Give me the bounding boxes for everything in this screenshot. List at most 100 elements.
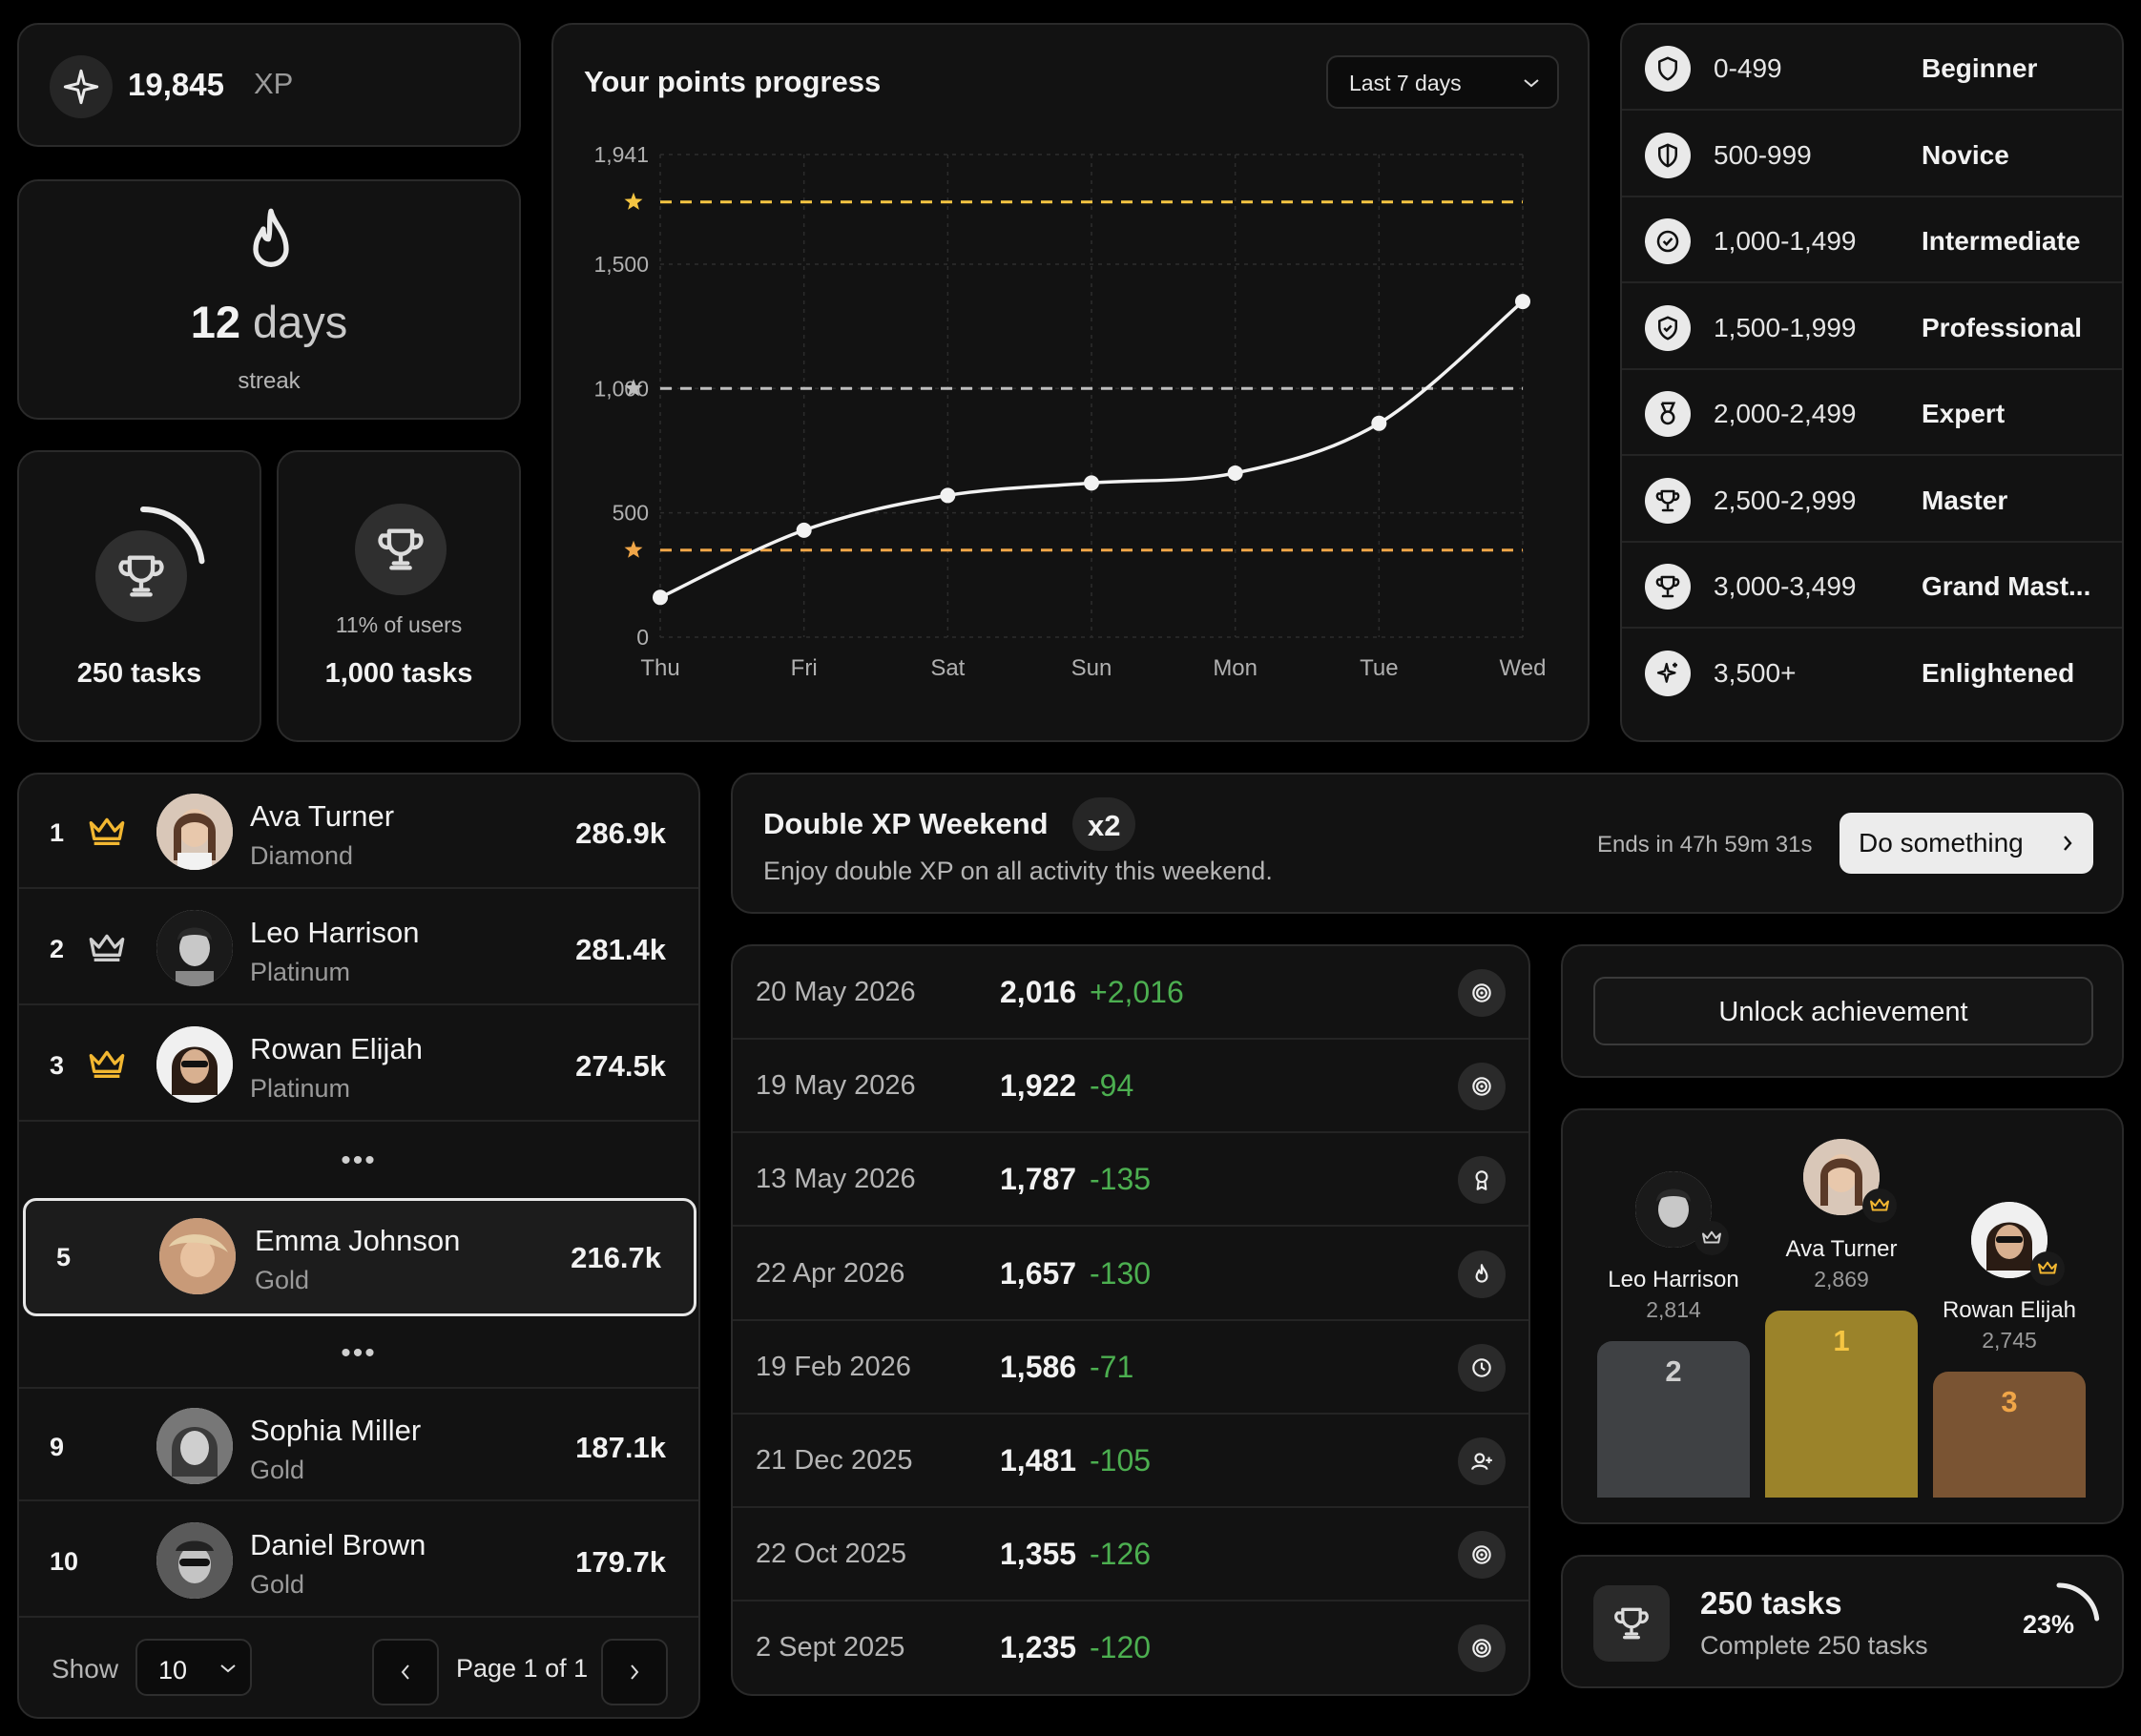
level-range: 1,500-1,999 — [1714, 312, 1857, 342]
history-row[interactable]: 22 Oct 2025 1,355 -126 — [733, 1508, 1528, 1602]
leaderboard: 1 Ava Turner Diamond 286.9k 2 Leo Harris… — [17, 773, 700, 1719]
leaderboard-row[interactable]: 3 Rowan Elijah Platinum 274.5k — [19, 1007, 698, 1122]
level-name: Intermediate — [1922, 226, 2081, 256]
level-row: 3,500+ Enlightened — [1622, 630, 2122, 715]
button-label: Do something — [1859, 828, 2024, 858]
user-score: 179.7k — [575, 1545, 666, 1579]
trophy-icon — [1645, 477, 1691, 524]
history-value: 1,657 — [1000, 1255, 1077, 1291]
history-row[interactable]: 21 Dec 2025 1,481 -105 — [733, 1415, 1528, 1508]
x-tick-label: Tue — [1360, 655, 1398, 681]
page-indicator: Page 1 of 1 — [456, 1654, 589, 1683]
rank: 3 — [50, 1051, 65, 1080]
history-delta: -105 — [1090, 1443, 1152, 1478]
history-row[interactable]: 20 May 2026 2,016 +2,016 — [733, 946, 1528, 1040]
chevron-right-icon — [2064, 836, 2072, 851]
history-value: 1,787 — [1000, 1162, 1077, 1197]
user-tier: Gold — [255, 1266, 310, 1294]
podium-third-score: 2,745 — [1982, 1328, 2037, 1353]
chart-title: Your points progress — [584, 65, 882, 98]
podium-first-score: 2,869 — [1814, 1267, 1869, 1292]
task-card-1000[interactable]: 11% of users 1,000 tasks — [277, 450, 521, 742]
goal-card[interactable]: 250 tasks Complete 250 tasks 23% — [1561, 1555, 2124, 1688]
task-card-250[interactable]: 250 tasks — [17, 450, 261, 742]
task-label: 1,000 tasks — [324, 658, 473, 689]
data-point — [796, 522, 812, 538]
history-row[interactable]: 19 Feb 2026 1,586 -71 — [733, 1321, 1528, 1415]
prev-page-button[interactable] — [372, 1639, 439, 1705]
trophy-icon — [95, 530, 187, 622]
history-value: 1,481 — [1000, 1443, 1077, 1478]
rank: 5 — [56, 1243, 72, 1271]
star-icon — [624, 540, 643, 558]
flame-icon — [1458, 1250, 1506, 1298]
sparkle-icon — [50, 55, 113, 118]
user-tier: Gold — [250, 1456, 305, 1484]
leaderboard-row[interactable]: 9 Sophia Miller Gold 187.1k — [19, 1387, 698, 1501]
history-row[interactable]: 2 Sept 2025 1,235 -120 — [733, 1602, 1528, 1694]
history-delta: -130 — [1090, 1255, 1152, 1291]
y-tick-label: 1,500 — [593, 252, 649, 277]
medal-icon — [1645, 391, 1691, 437]
data-point — [1227, 465, 1243, 481]
history-date: 19 Feb 2026 — [756, 1351, 911, 1382]
next-page-button[interactable] — [601, 1639, 668, 1705]
podium-second-name: Leo Harrison — [1608, 1267, 1739, 1292]
data-point — [940, 487, 956, 504]
do-something-button[interactable]: Do something — [1840, 813, 2093, 874]
y-tick-label: 500 — [613, 501, 649, 526]
podium-second-score: 2,814 — [1646, 1297, 1701, 1322]
y-tick-label: 1,000 — [593, 376, 649, 401]
unlock-achievement-button[interactable]: Unlock achievement — [1593, 977, 2093, 1045]
x-tick-label: Mon — [1213, 655, 1258, 681]
streak-value: 12 days — [190, 297, 348, 347]
avatar — [156, 1408, 233, 1484]
history-value: 1,922 — [1000, 1068, 1077, 1104]
crown-icon — [2030, 1251, 2065, 1286]
rank: 1 — [50, 818, 65, 847]
crown-icon — [1694, 1221, 1729, 1255]
goal-description: Complete 250 tasks — [1700, 1631, 1928, 1660]
user-plus-icon — [1458, 1437, 1506, 1485]
target-icon — [1458, 1063, 1506, 1111]
range-select[interactable]: Last 7 days — [1326, 55, 1559, 109]
award-icon — [1458, 1156, 1506, 1205]
level-row: 2,000-2,499 Expert — [1622, 370, 2122, 456]
leaderboard-row[interactable]: 1 Ava Turner Diamond 286.9k — [19, 775, 698, 889]
pagination-footer: Show 10 Page 1 of 1 — [19, 1618, 698, 1717]
current-user-row[interactable]: 5 Emma Johnson Gold 216.7k — [23, 1198, 696, 1316]
history-date: 21 Dec 2025 — [756, 1445, 913, 1476]
avatar — [156, 794, 233, 870]
history-row[interactable]: 13 May 2026 1,787 -135 — [733, 1133, 1528, 1228]
x-tick-label: Fri — [791, 655, 818, 681]
data-point — [1084, 475, 1099, 491]
clock-icon — [1458, 1343, 1506, 1392]
level-range: 0-499 — [1714, 53, 1782, 83]
ellipsis-separator: ••• — [341, 1337, 377, 1369]
rank: 9 — [50, 1433, 65, 1461]
leaderboard-row[interactable]: 10 Daniel Brown Gold 179.7k — [19, 1503, 698, 1618]
user-tier: Platinum — [250, 1074, 351, 1103]
page-size-value: 10 — [158, 1656, 188, 1684]
progress-arc — [2056, 1582, 2100, 1622]
x-tick-label: Sun — [1071, 655, 1112, 681]
level-name: Master — [1922, 485, 2008, 515]
half-shield-icon — [1645, 132, 1691, 178]
leaderboard-row[interactable]: 2 Leo Harrison Platinum 281.4k — [19, 891, 698, 1005]
history-row[interactable]: 22 Apr 2026 1,657 -130 — [733, 1228, 1528, 1321]
level-name: Beginner — [1922, 53, 2038, 83]
xp-value: 19,845 — [128, 67, 224, 102]
flame-icon — [240, 206, 301, 287]
history-row[interactable]: 19 May 2026 1,922 -94 — [733, 1040, 1528, 1134]
level-row: 3,000-3,499 Grand Mast... — [1622, 543, 2122, 629]
shield-check-icon — [1645, 304, 1691, 351]
y-tick-label: 0 — [636, 625, 649, 650]
level-row: 1,500-1,999 Professional — [1622, 284, 2122, 370]
history-date: 22 Apr 2026 — [756, 1257, 905, 1289]
user-score: 187.1k — [575, 1431, 666, 1464]
avatar — [156, 910, 233, 986]
chevron-down-icon — [220, 1664, 236, 1673]
y-tick-label: 1,941 — [593, 142, 649, 167]
chart-canvas: 0 500 1,000 1,500 1,941 Thu Fri Sat Sun Mon Tue Wed — [593, 142, 1546, 681]
page-size-select[interactable]: 10 — [135, 1639, 252, 1696]
